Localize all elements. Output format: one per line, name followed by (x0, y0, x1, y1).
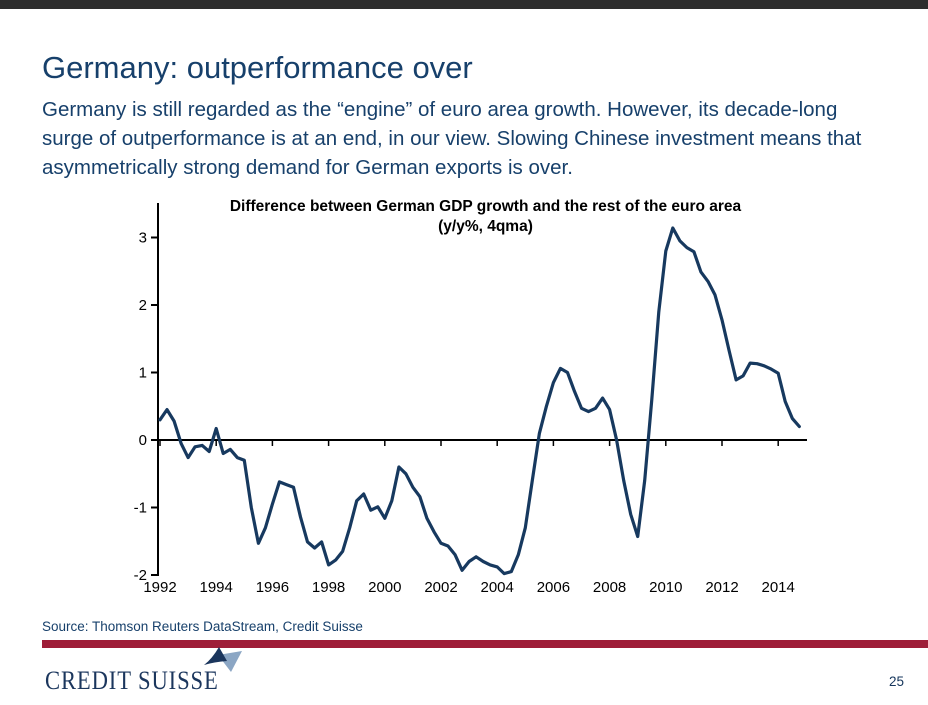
gdp-difference-series (158, 226, 801, 576)
x-tick-label: 2010 (649, 579, 682, 596)
x-tick-label: 2012 (705, 579, 738, 596)
source-note: Source: Thomson Reuters DataStream, Cred… (42, 619, 363, 634)
lede-line-3: asymmetrically strong demand for German … (42, 156, 573, 179)
lede-paragraph: Germany is still regarded as the “engine… (42, 95, 902, 182)
page-number: 25 (889, 674, 905, 689)
y-tick-label: 2 (139, 297, 147, 314)
chart-title-line-1: Difference between German GDP growth and… (229, 198, 742, 215)
credit-suisse-logo: CREDIT SUISSE (45, 664, 245, 698)
chart-title: Difference between German GDP growth and… (158, 197, 813, 236)
top-bar (0, 0, 928, 9)
y-tick-label: 0 (139, 432, 147, 449)
x-tick-label: 1992 (143, 579, 176, 596)
x-tick-label: 2002 (424, 579, 457, 596)
x-tick-label: 2014 (762, 579, 795, 596)
lede-line-1: Germany is still regarded as the “engine… (42, 98, 838, 121)
x-tick-label: 1998 (312, 579, 345, 596)
x-tick-label: 1996 (256, 579, 289, 596)
lede-line-2: surge of outperformance is at an end, in… (42, 127, 862, 150)
x-tick-label: 2006 (537, 579, 570, 596)
credit-suisse-sails-icon (204, 647, 242, 672)
y-tick-label: -2 (134, 567, 147, 584)
x-tick-label: 2000 (368, 579, 401, 596)
y-tick-label: -1 (134, 500, 147, 517)
x-tick-label: 1994 (200, 579, 233, 596)
x-tick-label: 2004 (481, 579, 514, 596)
page-title: Germany: outperformance over (42, 50, 473, 85)
accent-divider (42, 640, 928, 648)
x-tick-label: 2008 (593, 579, 626, 596)
y-tick-label: 3 (139, 230, 147, 247)
y-tick-label: 1 (139, 365, 147, 382)
credit-suisse-wordmark: CREDIT SUISSE (45, 666, 219, 695)
chart-title-line-2: (y/y%, 4qma) (438, 217, 533, 235)
